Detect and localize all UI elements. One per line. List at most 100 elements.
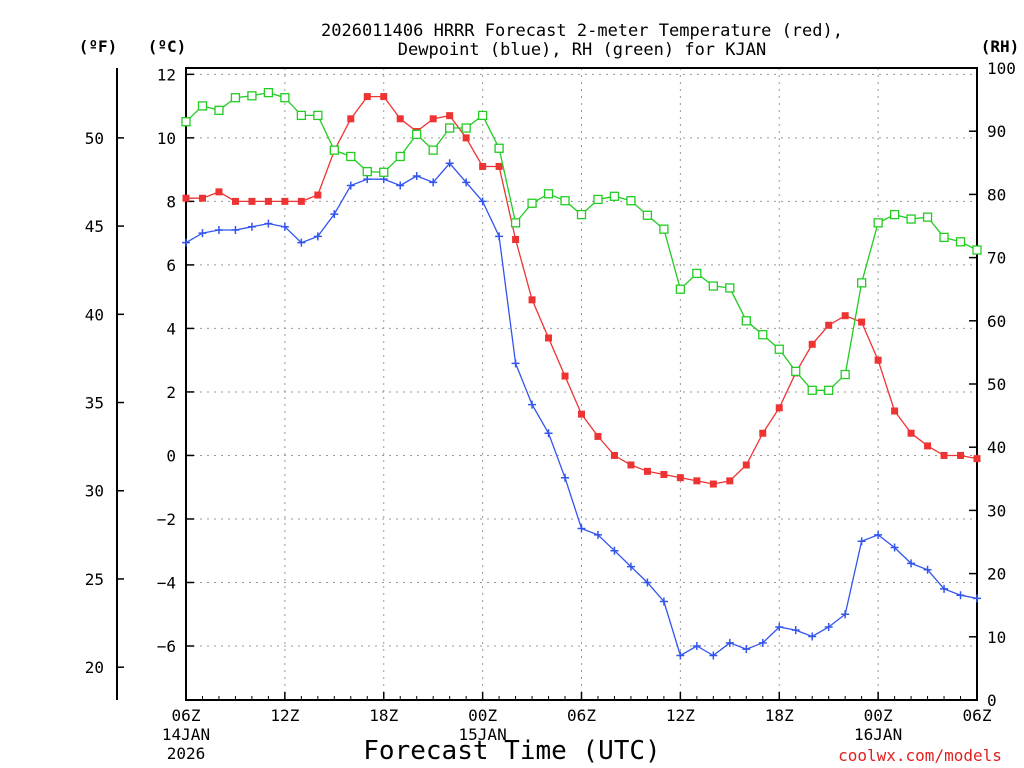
- dewpoint-point: [412, 171, 421, 180]
- dewpoint-point: [593, 530, 602, 539]
- rh-point: [725, 283, 735, 293]
- rh-unit-label: (RH): [981, 37, 1020, 56]
- temperature-point: [248, 197, 256, 205]
- dewpoint-point: [973, 594, 981, 603]
- temperature-point: [940, 451, 948, 459]
- temperature-point: [495, 162, 503, 170]
- temperature-point: [874, 356, 882, 364]
- rh-point: [445, 123, 455, 133]
- rh-point: [889, 209, 900, 220]
- rh-point: [922, 212, 933, 222]
- dewpoint-point: [198, 229, 207, 238]
- dewpoint-point: [857, 537, 866, 546]
- watermark: coolwx.com/models: [838, 746, 1002, 765]
- fahrenheit-tick-label: 45: [85, 217, 104, 236]
- dewpoint-point: [280, 222, 289, 231]
- fahrenheit-tick-label: 35: [85, 394, 104, 413]
- temperature-point: [182, 194, 190, 202]
- temperature-point: [891, 407, 899, 415]
- dewpoint-point: [643, 578, 652, 587]
- rh-point: [461, 123, 471, 133]
- dewpoint-point: [330, 210, 339, 219]
- temperature-point: [858, 318, 866, 326]
- x-tick-label: 06Z: [172, 706, 201, 725]
- dewpoint-point: [544, 429, 553, 438]
- dewpoint-point: [182, 238, 190, 247]
- temperature-point: [759, 429, 767, 437]
- x-tick-label: 00Z: [864, 706, 893, 725]
- rh-point: [560, 196, 570, 206]
- temperature-point: [693, 477, 701, 485]
- rh-tick-label: 40: [987, 438, 1006, 457]
- dewpoint-point: [363, 175, 372, 184]
- temperature-point: [808, 340, 816, 348]
- rh-tick-label: 60: [987, 312, 1006, 331]
- dewpoint-point: [495, 232, 504, 241]
- fahrenheit-tick-label: 50: [85, 129, 104, 148]
- rh-point: [296, 110, 307, 121]
- fahrenheit-tick-label: 20: [85, 658, 104, 677]
- series-temperature: [182, 93, 981, 488]
- x-tick-label: 06Z: [963, 706, 992, 725]
- rh-tick-label: 80: [987, 185, 1006, 204]
- rh-tick-label: 100: [987, 59, 1016, 78]
- rh-point: [230, 93, 241, 103]
- dewpoint-point: [775, 622, 784, 631]
- rh-point: [824, 385, 834, 395]
- dewpoint-point: [445, 159, 454, 168]
- temperature-point: [512, 235, 520, 243]
- temperature-point: [545, 334, 553, 342]
- celsius-tick-label: −4: [157, 573, 176, 592]
- dewpoint-point: [923, 565, 932, 574]
- temperature-point: [198, 194, 206, 202]
- temperature-point: [825, 321, 833, 329]
- rh-tick-label: 10: [987, 628, 1006, 647]
- rh-point: [906, 214, 916, 224]
- temperature-point: [429, 115, 437, 123]
- temperature-point: [594, 432, 602, 440]
- dewpoint-point: [709, 651, 718, 660]
- rh-point: [609, 191, 620, 201]
- series-dewpoint: [182, 159, 981, 660]
- rh-point: [362, 166, 372, 177]
- temperature-point: [314, 191, 322, 199]
- fahrenheit-tick-label: 30: [85, 482, 104, 501]
- series-rh: [181, 87, 982, 395]
- temperature-point: [578, 410, 585, 418]
- x-tick-label: 18Z: [765, 706, 794, 725]
- temperature-point: [643, 467, 651, 475]
- rh-point: [527, 198, 537, 208]
- rh-point: [412, 129, 422, 140]
- fahrenheit-tick-label: 25: [85, 570, 104, 589]
- rh-point: [939, 232, 949, 243]
- rh-point: [214, 105, 224, 115]
- dewpoint-point: [676, 651, 685, 660]
- fahrenheit-unit-label: (ºF): [79, 37, 118, 56]
- dewpoint-point: [956, 591, 965, 600]
- rh-tick-label: 0: [987, 691, 997, 710]
- dewpoint-point: [758, 638, 767, 647]
- temperature-point: [396, 115, 404, 123]
- dewpoint-point: [659, 597, 668, 606]
- temperature-point: [957, 451, 965, 459]
- dewpoint-point: [610, 546, 619, 555]
- temperature-point: [561, 372, 569, 380]
- rh-point: [263, 87, 274, 98]
- temperature-point: [281, 197, 289, 205]
- celsius-tick-label: 8: [166, 192, 176, 211]
- temperature-point: [297, 197, 305, 205]
- dewpoint-point: [890, 543, 899, 552]
- temperature-point: [676, 474, 684, 482]
- temperature-point: [446, 112, 454, 120]
- rh-point: [494, 143, 504, 153]
- rh-tick-label: 50: [987, 375, 1006, 394]
- rh-point: [873, 218, 883, 228]
- dewpoint-point: [346, 181, 355, 190]
- rh-point: [692, 268, 702, 279]
- rh-point: [510, 218, 521, 228]
- dewpoint-point: [297, 238, 306, 247]
- rh-tick-label: 70: [987, 249, 1006, 268]
- rh-point: [329, 145, 339, 155]
- x-tick-label: 00Z: [468, 706, 497, 725]
- temperature-point: [380, 93, 388, 101]
